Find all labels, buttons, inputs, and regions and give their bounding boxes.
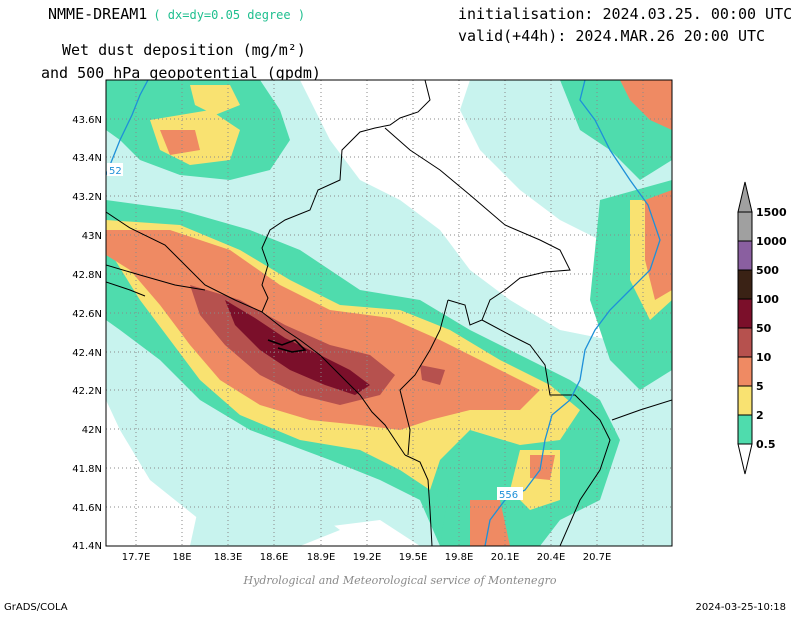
colorbar-box (737, 269, 753, 300)
colorbar-box (737, 211, 753, 242)
lat-tick: 43.4N (72, 153, 102, 164)
colorbar-box (737, 385, 753, 416)
colorbar-label: 500 (756, 264, 779, 277)
colorbar-box (737, 414, 753, 445)
colorbar-label: 2 (756, 409, 764, 422)
lat-tick: 43.2N (72, 192, 102, 203)
lat-tick: 42.4N (72, 348, 102, 359)
geopotential-contours (106, 80, 661, 546)
model-title: NMME-DREAM1 ( dx=dy=0.05 degree ) (48, 5, 305, 23)
lon-tick: 20.4E (537, 552, 566, 563)
lon-tick: 18.6E (260, 552, 289, 563)
colorbar-label: 0.5 (756, 438, 776, 451)
initialisation-time: initialisation: 2024.03.25. 00:00 UTC (458, 5, 793, 23)
lat-tick: 41.8N (72, 464, 102, 475)
borders (106, 80, 672, 546)
colorbar-box (737, 298, 753, 329)
colorbar-label: 10 (756, 351, 772, 364)
model-name: NMME-DREAM1 (48, 5, 148, 23)
contour-label-52: 52 (109, 166, 122, 177)
lat-tick: 43N (82, 231, 102, 242)
software-label: GrADS/COLA (4, 602, 68, 613)
colorbar-bottom-arrow (737, 443, 753, 475)
colorbar-label: 5 (756, 380, 764, 393)
lat-tick: 41.6N (72, 503, 102, 514)
plot-frame (105, 79, 673, 547)
lon-tick: 18.9E (307, 552, 336, 563)
contour-labels: 52 556 (107, 163, 523, 501)
contour-label-556: 556 (499, 490, 518, 501)
resolution-note: ( dx=dy=0.05 degree ) (153, 8, 306, 22)
colorbar-label: 100 (756, 293, 779, 306)
colorbar-label: 1500 (756, 206, 787, 219)
credit-line: Hydrological and Meteorological service … (243, 574, 557, 587)
lon-tick: 19.5E (399, 552, 428, 563)
colorbar-top-arrow (737, 181, 753, 213)
graticule (106, 80, 672, 546)
latitude-axis: 43.6N 43.4N 43.2N 43N 42.8N 42.6N 42.4N … (72, 115, 102, 552)
colorbar-label: 1000 (756, 235, 787, 248)
colorbar-box (737, 327, 753, 358)
colorbar-box (737, 356, 753, 387)
longitude-axis: 17.7E 18E 18.3E 18.6E 18.9E 19.2E 19.5E … (122, 552, 612, 563)
lon-tick: 19.2E (353, 552, 382, 563)
lat-tick: 43.6N (72, 115, 102, 126)
lon-tick: 17.7E (122, 552, 151, 563)
field-title-line2: and 500 hPa geopotential (gpdm) (41, 64, 321, 82)
lat-tick: 42.8N (72, 270, 102, 281)
lat-tick: 41.4N (72, 541, 102, 552)
lon-tick: 19.8E (445, 552, 474, 563)
lon-tick: 20.1E (491, 552, 520, 563)
field-title-line1: Wet dust deposition (mg/m²) (62, 41, 306, 59)
lat-tick: 42N (82, 425, 102, 436)
lon-tick: 20.7E (583, 552, 612, 563)
render-timestamp: 2024-03-25-10:18 (695, 602, 786, 613)
lon-tick: 18.3E (214, 552, 243, 563)
colorbar: 0.5 2 5 10 50 100 500 1000 1500 (737, 181, 787, 475)
lon-tick: 18E (172, 552, 191, 563)
colorbar-label: 50 (756, 322, 772, 335)
lat-tick: 42.2N (72, 386, 102, 397)
colorbar-box (737, 240, 753, 271)
valid-time: valid(+44h): 2024.MAR.26 20:00 UTC (458, 27, 766, 45)
lat-tick: 42.6N (72, 309, 102, 320)
